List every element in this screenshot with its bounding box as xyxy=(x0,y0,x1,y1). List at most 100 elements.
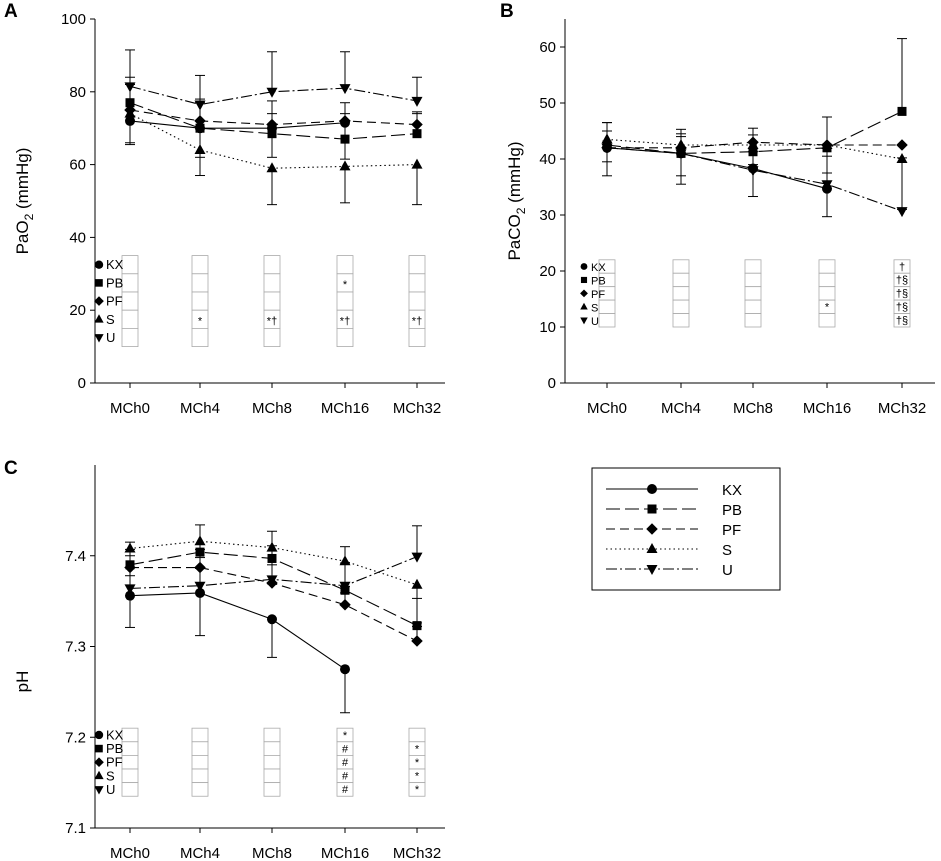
panel-a-x-tick-label: MCh32 xyxy=(393,400,441,417)
panel-a-sig-key-marker xyxy=(94,296,104,306)
panel-a-sig-cell xyxy=(121,255,139,275)
legend-marker-pb xyxy=(647,504,657,514)
panel-a-sig-cell xyxy=(408,291,426,311)
panel-a-point-pb xyxy=(267,129,277,139)
panel-b-sig-cell xyxy=(818,272,836,288)
panel-c-sig-cell xyxy=(191,755,209,770)
panel-c-x-tick-label: MCh8 xyxy=(252,845,292,861)
panel-b-sig-cell xyxy=(744,313,762,328)
y-axis-title-base: pH xyxy=(13,671,32,693)
panel-a-sig-mark: *† xyxy=(412,315,422,327)
panel-a-series-line-kx xyxy=(129,120,346,129)
panel-a-sig-cell xyxy=(121,327,139,347)
panel-a-sig-cell xyxy=(121,273,139,293)
panel-b-sig-key-label: KX xyxy=(591,262,606,274)
panel-c-point-pf xyxy=(339,599,351,611)
panel-c-x-tick-label: MCh0 xyxy=(110,845,150,861)
panel-c-y-tick-label: 7.3 xyxy=(65,639,86,656)
panel-c-sig-cell xyxy=(336,782,354,797)
panel-b-sig-cell xyxy=(818,313,836,328)
panel-c-sig-cell xyxy=(191,768,209,784)
panel-c-y-tick-label: 7.1 xyxy=(65,820,86,837)
panel-a-y-axis-title: PaO2 (mmHg) xyxy=(13,148,36,255)
panel-c-sig-key-marker xyxy=(94,770,104,780)
y-axis-title-base: PaO xyxy=(13,220,32,254)
panel-a-point-u xyxy=(194,100,206,111)
y-axis-title-base: PaCO xyxy=(505,214,524,260)
panel-b-y-axis-title: PaCO2 (mmHg) xyxy=(505,141,528,260)
legend-marker-pf xyxy=(646,523,658,535)
panel-b-sig-cell xyxy=(744,299,762,314)
panel-a-sig-cell xyxy=(191,291,209,311)
legend-label-u: U xyxy=(722,562,733,579)
panel-a-y-tick-label: 0 xyxy=(78,375,86,392)
panel-a-sig-cell xyxy=(263,255,281,275)
panel-c-x-tick-label: MCh16 xyxy=(321,845,369,861)
panel-c-point-s xyxy=(411,578,423,589)
panel-c-label: C xyxy=(4,458,18,479)
panel-c-y-tick-label: 7.2 xyxy=(65,729,86,746)
panel-a-point-s xyxy=(124,107,136,118)
panel-b-sig-mark: †§ xyxy=(896,302,908,314)
legend-marker-kx xyxy=(647,484,657,494)
panel-c-y-axis-title: pH xyxy=(13,671,32,693)
panel-b-sig-key-marker xyxy=(580,263,588,270)
panel-c-sig-cell xyxy=(263,741,281,756)
panel-b-point-u xyxy=(896,207,908,218)
panel-a-sig-cell xyxy=(191,255,209,275)
panel-c-sig-mark: # xyxy=(342,743,349,755)
panel-a-point-u xyxy=(266,87,278,98)
panel-b-sig-key-marker xyxy=(580,317,588,325)
panel-c-sig-mark: * xyxy=(415,757,420,769)
panel-b-sig-key-label: PF xyxy=(591,289,605,301)
panel-a-label: A xyxy=(4,1,18,22)
panel-b-y-tick-label: 0 xyxy=(548,375,556,392)
panel-b-sig-mark: †§ xyxy=(896,275,908,287)
legend-label-pb: PB xyxy=(722,502,742,519)
panel-c-sig-key-marker xyxy=(94,786,104,795)
panel-c-sig-cell xyxy=(263,782,281,797)
panel-b-x-tick-label: MCh0 xyxy=(587,400,627,417)
panel-c-sig-cell xyxy=(191,727,209,743)
panel-a-point-pf xyxy=(194,115,206,127)
panel-c-sig-key-marker xyxy=(94,730,104,740)
panel-a-sig-key-marker xyxy=(95,279,103,287)
panel-b-point-u xyxy=(821,180,833,191)
y-axis-title-subscript: 2 xyxy=(22,213,36,220)
legend-label-kx: KX xyxy=(722,482,742,499)
y-axis-title-unit: (mmHg) xyxy=(505,141,524,207)
legend-marker-s xyxy=(646,543,658,553)
panel-a-point-s xyxy=(194,144,206,155)
panel-b-series-line-u xyxy=(606,147,903,212)
panel-c-sig-key-label: U xyxy=(106,782,115,797)
panel-a-y-tick-label: 60 xyxy=(69,157,86,174)
panel-a-y-tick-label: 20 xyxy=(69,302,86,319)
panel-a-point-pb xyxy=(340,134,350,144)
panel-a-point-u xyxy=(124,82,136,93)
panel-b-sig-cell xyxy=(672,299,690,314)
panel-a-sig-key-marker xyxy=(94,334,104,343)
panel-c-sig-mark: # xyxy=(342,771,349,783)
panel-c-sig-cell xyxy=(191,741,209,756)
panel-a-sig-cell xyxy=(336,291,354,311)
panel-b-point-u xyxy=(675,149,687,160)
panel-b-y-tick-label: 50 xyxy=(539,95,556,112)
panel-c-sig-cell xyxy=(408,727,426,743)
panel-b-sig-mark: † xyxy=(899,261,905,273)
panel-c-point-kx xyxy=(267,614,277,625)
panel-c-x-tick-label: MCh32 xyxy=(393,845,441,861)
panel-c-sig-mark: # xyxy=(342,784,349,796)
panel-a-y-tick-label: 40 xyxy=(69,229,86,246)
panel-b-x-tick-label: MCh16 xyxy=(803,400,851,417)
panel-c-y-tick-label: 7.4 xyxy=(65,548,86,565)
panel-a-sig-key-label: U xyxy=(106,330,115,345)
panel-b-y-tick-label: 20 xyxy=(539,263,556,280)
panel-a-point-s xyxy=(266,162,278,173)
panel-a-point-u xyxy=(339,84,351,95)
panel-a-sig-key-label: KX xyxy=(106,257,124,272)
panel-b-y-tick-label: 60 xyxy=(539,39,556,56)
panel-a-x-tick-label: MCh8 xyxy=(252,400,292,417)
panel-c-sig-key-label: PB xyxy=(106,741,123,756)
panel-b-sig-cell xyxy=(672,286,690,301)
